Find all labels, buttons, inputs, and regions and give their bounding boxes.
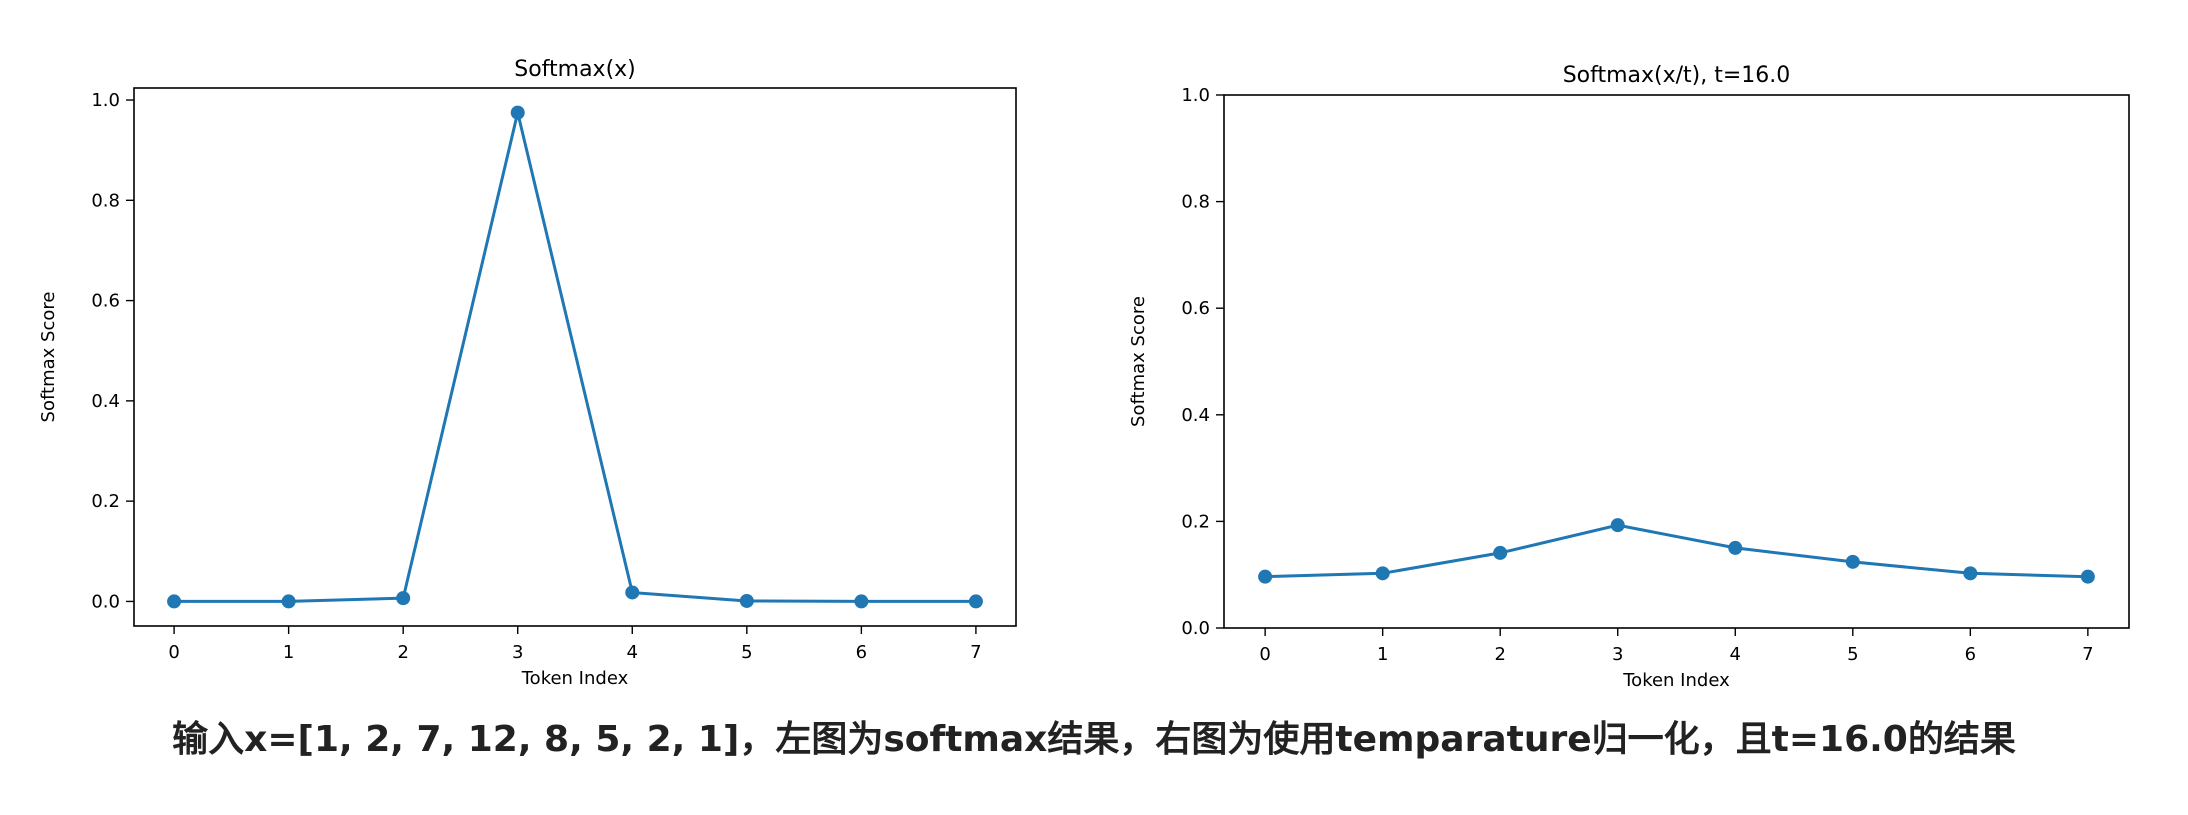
- x-tick-label: 0: [168, 642, 179, 663]
- data-point: [1610, 518, 1625, 533]
- y-tick-label: 0.4: [1181, 405, 1210, 426]
- x-tick-label: 2: [1494, 644, 1505, 665]
- right-chart: Softmax(x/t), t=16.0 0.0 0.2 0.4 0.6 0.8 1.0 0 1…: [1128, 63, 2130, 691]
- x-tick-label: 3: [512, 642, 523, 663]
- x-tick-label: 0: [1259, 644, 1270, 665]
- data-point: [2080, 569, 2095, 584]
- figure-caption: 输入x=[1, 2, 7, 12, 8, 5, 2, 1]，左图为softmax…: [172, 719, 2016, 760]
- plot-frame: [133, 87, 1017, 627]
- data-point: [739, 593, 754, 608]
- x-tick-label: 1: [1377, 644, 1388, 665]
- x-tick-label: 6: [856, 642, 867, 663]
- x-axis-label: Token Index: [1622, 670, 1730, 691]
- y-tick-label: 0.2: [91, 491, 120, 512]
- y-axis-label: Softmax Score: [1128, 296, 1149, 427]
- y-tick-label: 0.6: [91, 291, 120, 312]
- plot-frame: [1223, 94, 2130, 629]
- y-axis-label: Softmax Score: [38, 292, 59, 423]
- x-tick-label: 4: [1730, 644, 1741, 665]
- y-tick-label: 0.8: [91, 190, 120, 211]
- chart-title: Softmax(x/t), t=16.0: [1563, 63, 1791, 88]
- series-line: [174, 112, 976, 603]
- series-line: [1265, 523, 2088, 579]
- data-point: [510, 105, 525, 120]
- x-tick-label: 7: [2082, 644, 2093, 665]
- data-point: [281, 594, 296, 609]
- x-tick-label: 5: [741, 642, 752, 663]
- x-tick-label: 2: [397, 642, 408, 663]
- y-tick-label: 0.0: [1181, 618, 1210, 639]
- data-point: [1963, 566, 1978, 581]
- figure: Softmax(x) 0.0 0.2 0.4 0.6 0.8 1.0 0 1 2 3 4 5 6 7 Toke…: [38, 57, 2130, 691]
- chart-title: Softmax(x): [514, 57, 636, 82]
- y-tick-label: 0.6: [1181, 298, 1210, 319]
- y-tick-label: 0.0: [91, 591, 120, 612]
- data-point: [625, 585, 640, 600]
- data-point: [1493, 545, 1508, 560]
- x-tick-label: 5: [1847, 644, 1858, 665]
- x-tick-label: 1: [283, 642, 294, 663]
- data-point: [1728, 540, 1743, 555]
- left-chart: Softmax(x) 0.0 0.2 0.4 0.6 0.8 1.0 0 1 2 3 4 5 6 7 Toke…: [38, 57, 1017, 689]
- y-tick-label: 1.0: [91, 90, 120, 111]
- data-point: [968, 594, 983, 609]
- y-tick-label: 1.0: [1181, 85, 1210, 106]
- data-point: [1375, 566, 1390, 581]
- x-axis-label: Token Index: [521, 668, 629, 689]
- data-point: [1845, 554, 1860, 569]
- data-point: [396, 591, 411, 606]
- data-point: [1258, 569, 1273, 584]
- data-point: [854, 594, 869, 609]
- y-tick-label: 0.2: [1181, 511, 1210, 532]
- x-tick-label: 4: [627, 642, 638, 663]
- x-tick-label: 3: [1612, 644, 1623, 665]
- y-tick-label: 0.8: [1181, 192, 1210, 213]
- x-tick-label: 6: [1965, 644, 1976, 665]
- x-tick-label: 7: [970, 642, 981, 663]
- data-point: [167, 594, 182, 609]
- y-tick-label: 0.4: [91, 391, 120, 412]
